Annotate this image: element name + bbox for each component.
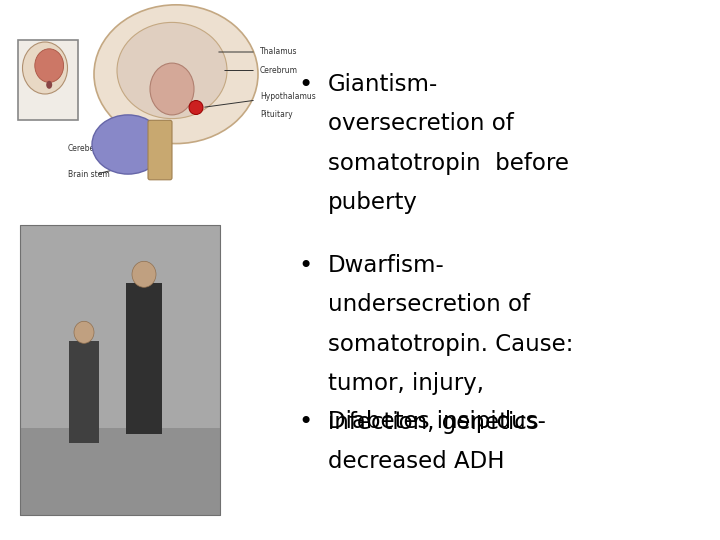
Text: •: • — [299, 73, 313, 97]
Text: somatotropin. Cause:: somatotropin. Cause: — [328, 333, 573, 356]
Text: Dwarfism-: Dwarfism- — [328, 254, 444, 277]
FancyBboxPatch shape — [18, 40, 78, 120]
Text: •: • — [299, 410, 313, 434]
Circle shape — [189, 100, 203, 114]
Text: tumor, injury,: tumor, injury, — [328, 372, 484, 395]
Text: Diabetes insipidus-: Diabetes insipidus- — [328, 410, 546, 434]
Ellipse shape — [74, 321, 94, 343]
Ellipse shape — [35, 49, 63, 83]
Text: Giantism-: Giantism- — [328, 73, 438, 96]
Text: •: • — [299, 254, 313, 278]
Text: Cerebrum: Cerebrum — [260, 66, 298, 75]
Text: decreased ADH: decreased ADH — [328, 450, 504, 473]
FancyBboxPatch shape — [69, 341, 99, 442]
Text: Pituitary: Pituitary — [260, 110, 292, 119]
Ellipse shape — [132, 261, 156, 287]
Text: puberty: puberty — [328, 191, 418, 214]
FancyBboxPatch shape — [148, 120, 172, 180]
Text: Cerebellum: Cerebellum — [68, 144, 112, 153]
Text: oversecretion of: oversecretion of — [328, 112, 513, 136]
FancyBboxPatch shape — [126, 283, 162, 434]
Text: undersecretion of: undersecretion of — [328, 293, 530, 316]
Text: Thalamus: Thalamus — [260, 48, 297, 57]
Ellipse shape — [94, 5, 258, 144]
FancyBboxPatch shape — [20, 225, 220, 515]
Ellipse shape — [150, 63, 194, 115]
FancyBboxPatch shape — [20, 225, 220, 515]
Text: somatotropin  before: somatotropin before — [328, 152, 569, 175]
Ellipse shape — [117, 22, 227, 119]
Text: Brain stem: Brain stem — [68, 170, 109, 179]
Text: infection, genetics: infection, genetics — [328, 411, 539, 435]
Ellipse shape — [92, 115, 164, 174]
Ellipse shape — [22, 42, 68, 94]
FancyBboxPatch shape — [20, 428, 220, 515]
Text: Hypothalamus: Hypothalamus — [260, 92, 316, 101]
Ellipse shape — [46, 81, 53, 89]
